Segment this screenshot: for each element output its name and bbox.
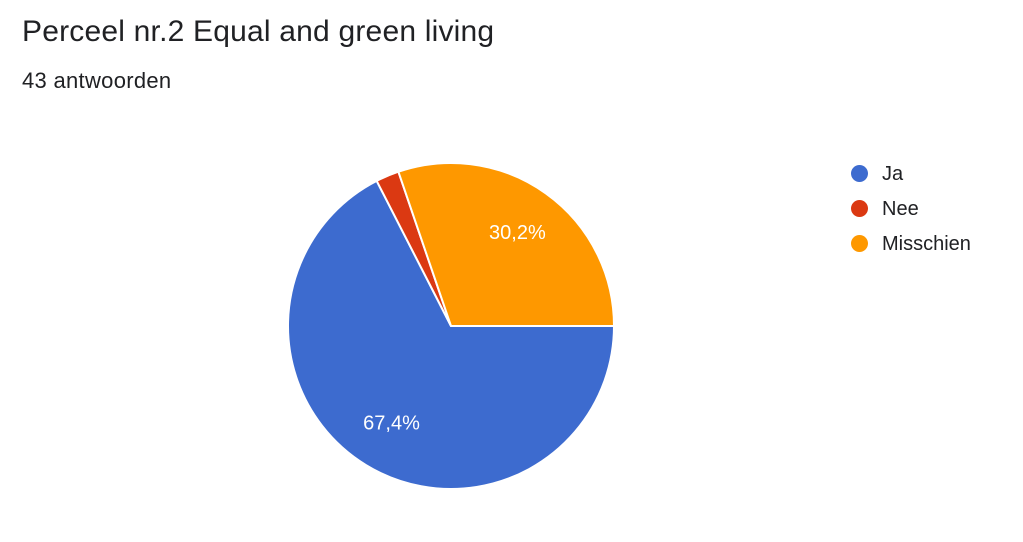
pie-chart: 67,4% 30,2% xyxy=(287,162,615,490)
legend-color-dot-icon xyxy=(851,235,868,252)
pie-slice-percentage-label: 30,2% xyxy=(489,222,546,244)
legend-item-ja: Ja xyxy=(851,156,971,191)
question-title: Perceel nr.2 Equal and green living xyxy=(22,15,495,48)
legend-label: Ja xyxy=(882,162,904,185)
pie-slice-percentage-label: 67,4% xyxy=(363,412,420,434)
legend-item-nee: Nee xyxy=(851,191,971,226)
pie-slice-ja[interactable] xyxy=(287,179,615,490)
legend-label: Nee xyxy=(882,197,919,220)
legend-label: Misschien xyxy=(882,232,971,255)
legend-item-misschien: Misschien xyxy=(851,226,971,261)
legend-color-dot-icon xyxy=(851,200,868,217)
legend-color-dot-icon xyxy=(851,165,868,182)
response-count: 43 antwoorden xyxy=(22,68,172,93)
pie-slice-misschien[interactable] xyxy=(397,162,615,327)
chart-legend: Ja Nee Misschien xyxy=(851,156,971,261)
